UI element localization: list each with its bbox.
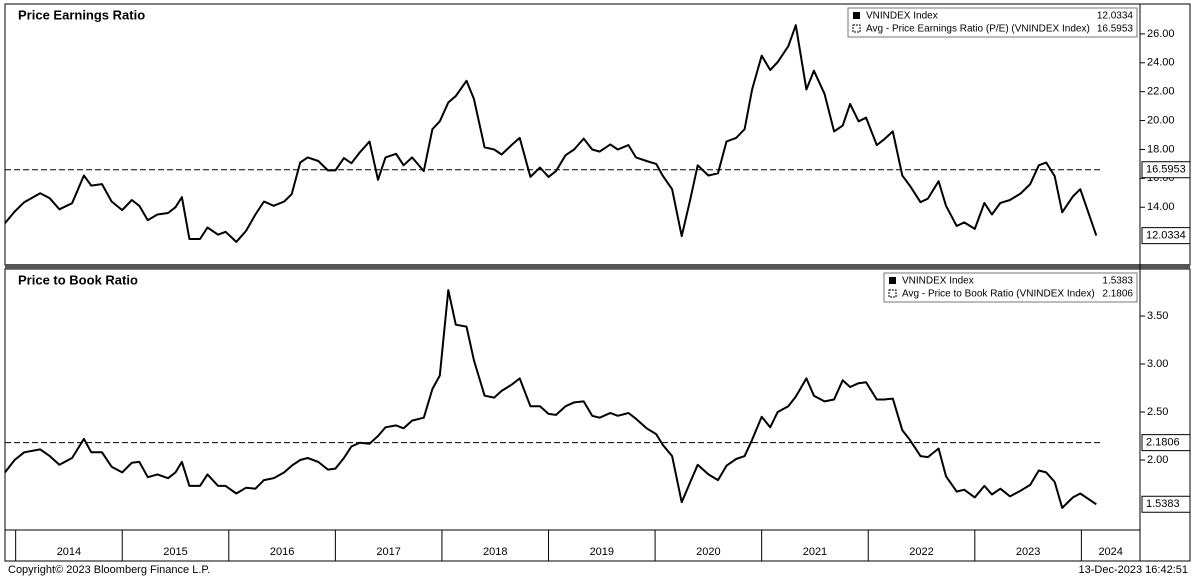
legend-value: 2.1806 xyxy=(1102,289,1133,300)
legend-value: 1.5383 xyxy=(1102,276,1133,287)
chart-title: Price to Book Ratio xyxy=(18,272,138,287)
legend-swatch xyxy=(852,24,861,33)
legend-swatch xyxy=(889,277,896,284)
last-value-box xyxy=(1141,227,1191,245)
copyright: Copyright© 2023 Bloomberg Finance L.P. xyxy=(8,564,210,576)
x-tick-label: 2023 xyxy=(1016,546,1040,558)
last-value-box xyxy=(1141,495,1191,513)
panel-divider xyxy=(5,264,1190,269)
legend-label: VNINDEX Index xyxy=(902,276,974,287)
y-tick-label: 26.00 xyxy=(1147,28,1175,40)
timestamp: 13-Dec-2023 16:42:51 xyxy=(1079,564,1188,576)
y-tick-label: 3.50 xyxy=(1147,310,1168,322)
legend-label: Avg - Price Earnings Ratio (P/E) (VNINDE… xyxy=(866,24,1090,35)
y-tick-label: 2.00 xyxy=(1147,454,1168,466)
y-tick-label: 18.00 xyxy=(1147,143,1175,155)
y-tick-label: 20.00 xyxy=(1147,114,1175,126)
legend-label: Avg - Price to Book Ratio (VNINDEX Index… xyxy=(902,289,1095,300)
x-tick-label: 2017 xyxy=(376,546,400,558)
average-value-box xyxy=(1141,161,1191,179)
x-tick-label: 2022 xyxy=(909,546,933,558)
chart-title: Price Earnings Ratio xyxy=(18,7,145,22)
average-value-label: 16.5953 xyxy=(1146,164,1186,176)
average-value-box xyxy=(1141,434,1191,452)
x-tick-label: 2020 xyxy=(696,546,720,558)
legend-value: 12.0334 xyxy=(1097,11,1134,22)
y-tick-label: 24.00 xyxy=(1147,57,1175,69)
legend-box xyxy=(847,7,1138,38)
legend-box xyxy=(883,272,1138,303)
last-value-label: 12.0334 xyxy=(1146,230,1186,242)
y-tick-label: 22.00 xyxy=(1147,86,1175,98)
x-tick-label: 2024 xyxy=(1098,546,1122,558)
x-tick-label: 2018 xyxy=(483,546,507,558)
legend-swatch xyxy=(853,12,860,19)
series-line xyxy=(4,289,1097,509)
legend-value: 16.5953 xyxy=(1097,24,1134,35)
x-tick-label: 2019 xyxy=(590,546,614,558)
x-tick-label: 2014 xyxy=(57,546,81,558)
series-line xyxy=(4,24,1098,243)
x-tick-label: 2015 xyxy=(163,546,187,558)
y-tick-label: 2.50 xyxy=(1147,406,1168,418)
last-value-label: 1.5383 xyxy=(1146,498,1180,510)
legend-swatch xyxy=(888,289,897,298)
average-value-label: 2.1806 xyxy=(1146,437,1180,449)
y-tick-label: 14.00 xyxy=(1147,201,1175,213)
legend-label: VNINDEX Index xyxy=(866,11,938,22)
x-tick-label: 2021 xyxy=(803,546,827,558)
x-tick-label: 2016 xyxy=(270,546,294,558)
y-tick-label: 3.00 xyxy=(1147,358,1168,370)
